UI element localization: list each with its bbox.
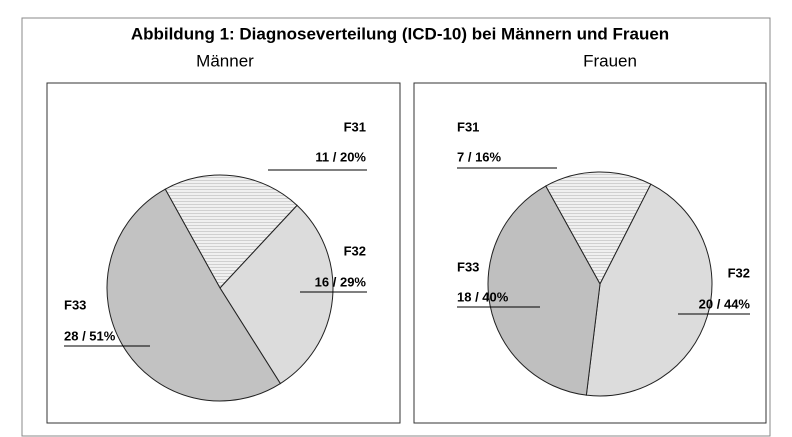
value-label: 7 / 16% — [457, 149, 502, 164]
pie-slice — [164, 174, 298, 289]
chart-title: Frauen — [583, 51, 637, 70]
slice-label: F32 — [728, 265, 750, 280]
pie-slice — [585, 183, 713, 397]
value-label: 20 / 44% — [699, 296, 751, 311]
pie-slice — [487, 185, 601, 396]
value-label: 11 / 20% — [315, 149, 366, 164]
pie-slice — [545, 171, 652, 286]
slice-label: F33 — [64, 297, 86, 312]
slice-label: F31 — [457, 119, 479, 134]
value-label: 18 / 40% — [457, 289, 509, 304]
figure-title: Abbildung 1: Diagnoseverteilung (ICD-10)… — [131, 24, 669, 43]
chart-title: Männer — [196, 51, 254, 70]
slice-label: F33 — [457, 259, 479, 274]
value-label: 16 / 29% — [315, 274, 367, 289]
pie-slice — [219, 204, 334, 385]
slice-label: F31 — [344, 119, 366, 134]
value-label: 28 / 51% — [64, 328, 116, 343]
slice-label: F32 — [344, 243, 366, 258]
